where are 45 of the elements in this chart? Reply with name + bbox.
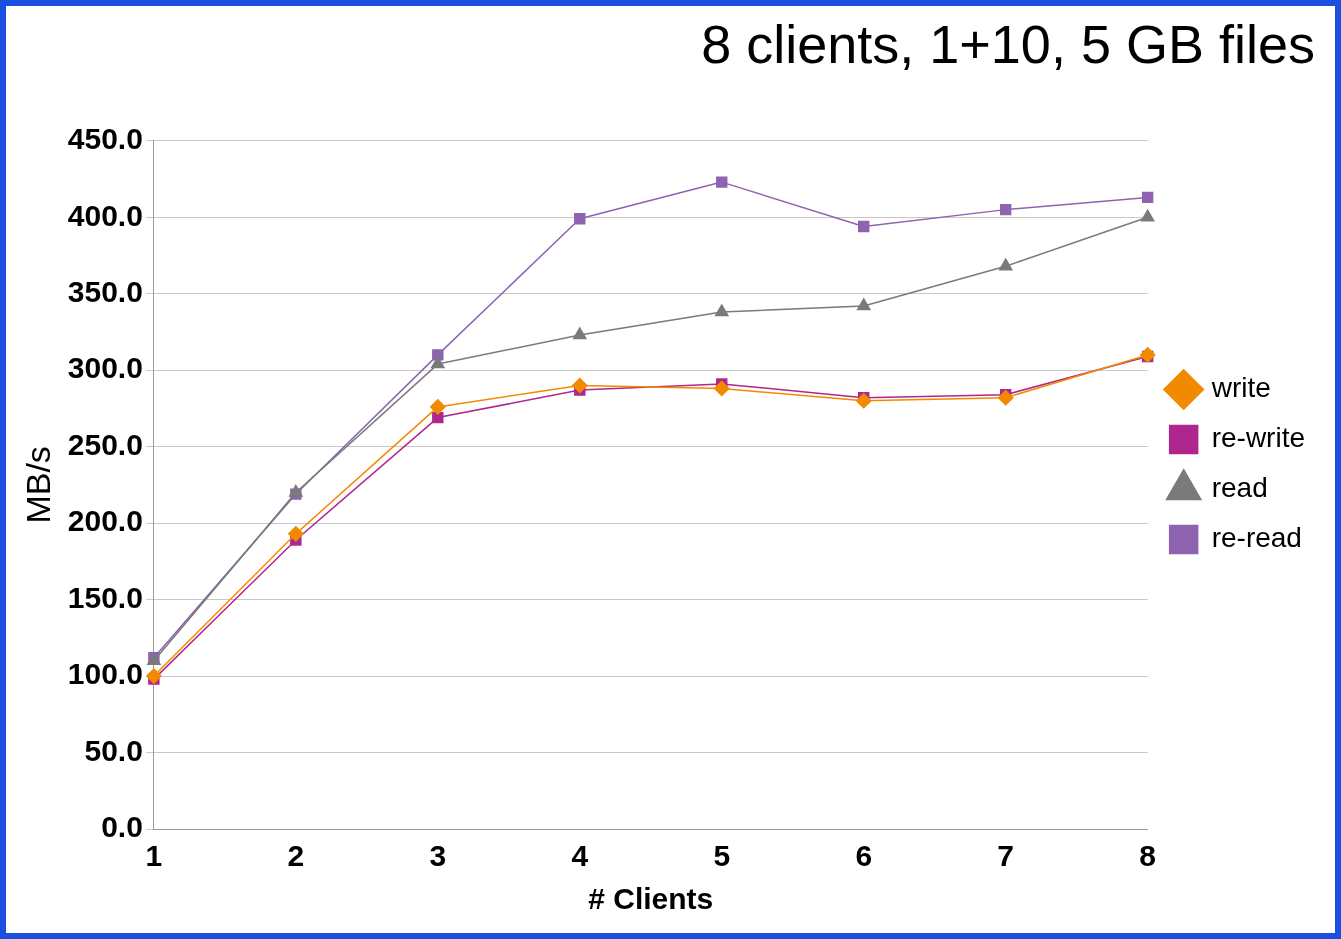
y-tick-label: 100.0 (67, 657, 143, 691)
x-tick-label: 7 (997, 839, 1015, 873)
point (572, 377, 588, 394)
y-tick-label: 400.0 (67, 198, 143, 232)
x-axis-title: # Clients (588, 882, 714, 916)
point (716, 176, 728, 188)
y-tick-label: 250.0 (67, 427, 143, 461)
point (856, 298, 871, 311)
point (432, 411, 444, 424)
point (146, 668, 162, 684)
point (288, 526, 304, 542)
legend-label: re-read (1211, 522, 1302, 554)
point (714, 304, 729, 317)
point (855, 393, 872, 409)
x-tick-label: 3 (429, 839, 447, 873)
legend-label: re-write (1211, 422, 1306, 454)
y-axis-title: MB/s (18, 446, 57, 524)
y-tick-label: 0.0 (101, 810, 143, 844)
x-tick-label: 2 (287, 839, 305, 873)
x-tick-label: 8 (1139, 839, 1157, 873)
point (858, 220, 870, 233)
point (431, 356, 445, 369)
point (1141, 191, 1154, 204)
point (997, 389, 1014, 406)
y-tick-label: 200.0 (67, 504, 143, 538)
legend-label: read (1211, 472, 1268, 504)
point (998, 258, 1013, 271)
y-tick-label: 50.0 (84, 733, 143, 767)
point (572, 327, 587, 340)
y-tick-label: 150.0 (67, 580, 143, 614)
y-tick-label: 350.0 (67, 275, 143, 308)
x-tick-label: 5 (713, 839, 731, 873)
y-tick-label: 450.0 (67, 122, 143, 156)
x-tick-label: 1 (145, 839, 163, 873)
point (714, 380, 730, 397)
point (574, 213, 586, 225)
legend-label: write (1210, 372, 1271, 404)
x-tick-label: 4 (571, 839, 589, 873)
x-tick-label: 6 (855, 839, 873, 873)
point (1140, 209, 1155, 222)
point (289, 484, 303, 497)
point (430, 399, 446, 415)
point (999, 203, 1012, 216)
chart-title: 8 clients, 1+10, 5 GB files (701, 14, 1315, 75)
y-tick-label: 300.0 (67, 351, 143, 385)
